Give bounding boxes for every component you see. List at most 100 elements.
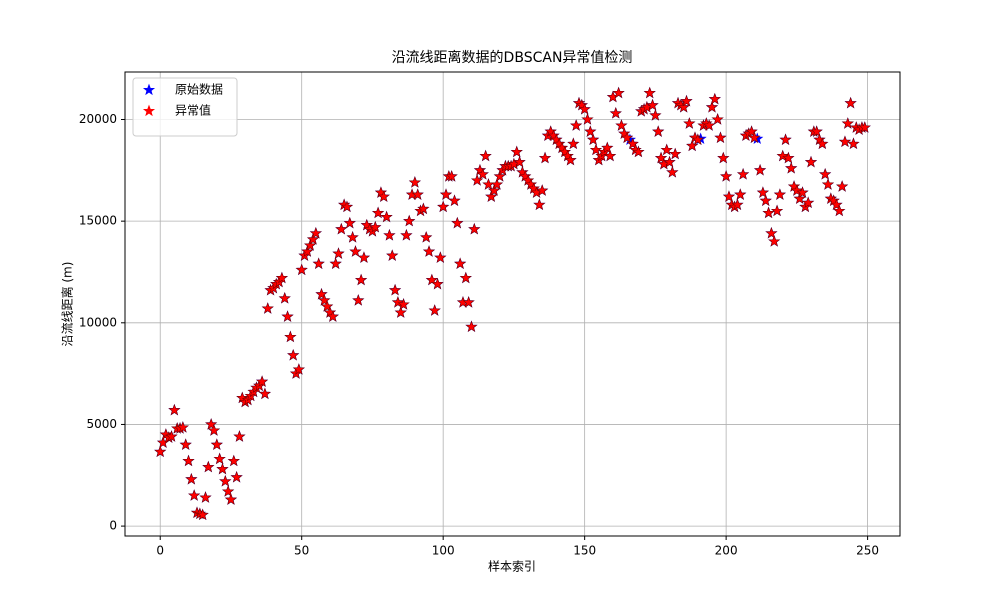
- point: [538, 151, 552, 164]
- point: [833, 204, 846, 217]
- point: [219, 475, 232, 487]
- point: [621, 131, 634, 143]
- legend-box: [132, 77, 238, 137]
- point: [459, 271, 472, 284]
- point: [165, 430, 178, 442]
- point: [230, 470, 243, 483]
- point: [626, 137, 639, 150]
- y-tick-label: 0: [109, 519, 117, 533]
- point: [216, 462, 229, 475]
- point: [720, 170, 733, 182]
- point: [346, 231, 359, 243]
- point: [748, 131, 761, 143]
- point: [765, 227, 778, 239]
- point: [205, 418, 218, 430]
- point: [510, 145, 523, 158]
- point: [185, 472, 198, 485]
- point: [284, 330, 297, 343]
- point: [844, 96, 857, 109]
- point: [802, 196, 815, 209]
- point: [261, 302, 274, 314]
- point: [465, 320, 478, 333]
- point: [485, 190, 498, 202]
- point: [816, 137, 829, 150]
- point: [451, 216, 464, 229]
- point: [188, 489, 201, 501]
- x-axis-label: 样本索引: [488, 559, 536, 574]
- point: [468, 222, 481, 235]
- point: [488, 184, 501, 196]
- point: [306, 233, 320, 245]
- point: [369, 220, 382, 233]
- point: [321, 300, 334, 312]
- x-tick-label: 200: [715, 544, 738, 558]
- point: [168, 403, 181, 416]
- point: [683, 117, 696, 129]
- point: [258, 387, 271, 400]
- point: [312, 257, 325, 269]
- point: [403, 214, 416, 227]
- point: [411, 188, 424, 200]
- point: [179, 438, 192, 450]
- point: [578, 102, 591, 115]
- point: [609, 107, 622, 119]
- point: [680, 94, 693, 107]
- point: [428, 304, 441, 316]
- point: [663, 155, 676, 168]
- point: [652, 125, 665, 137]
- point: [213, 452, 226, 465]
- chart-title: 沿流线距离数据的DBSCAN异常值检测: [392, 49, 633, 66]
- point: [686, 139, 699, 152]
- point: [278, 292, 291, 304]
- point: [841, 117, 854, 129]
- point: [708, 92, 721, 105]
- point: [714, 131, 727, 143]
- point: [564, 153, 577, 166]
- point: [400, 229, 413, 241]
- legend-label: 原始数据: [175, 82, 223, 97]
- point: [448, 194, 461, 206]
- series-1: [154, 86, 871, 521]
- point: [301, 245, 314, 257]
- point: [804, 155, 818, 168]
- point: [717, 151, 730, 164]
- point: [643, 86, 656, 99]
- x-tick-label: 250: [856, 544, 879, 558]
- point: [329, 257, 342, 269]
- point: [669, 147, 682, 160]
- point: [734, 188, 747, 200]
- point: [386, 249, 399, 261]
- point: [202, 460, 215, 473]
- point: [397, 298, 410, 310]
- point: [649, 109, 662, 121]
- point: [196, 508, 209, 521]
- point: [612, 86, 625, 99]
- point: [655, 151, 668, 164]
- y-tick-label: 10000: [79, 315, 117, 329]
- point: [771, 204, 784, 217]
- point: [762, 206, 775, 219]
- point: [790, 184, 803, 196]
- point: [768, 235, 781, 247]
- point: [335, 222, 348, 235]
- legend-label: 异常值: [175, 103, 211, 118]
- point: [389, 283, 402, 296]
- point: [776, 149, 789, 162]
- legend-marker: [142, 83, 156, 96]
- point: [462, 296, 475, 308]
- point: [819, 168, 832, 180]
- point: [383, 229, 396, 241]
- point: [222, 485, 235, 497]
- point: [287, 348, 300, 361]
- point: [377, 190, 390, 202]
- point: [570, 119, 583, 131]
- point: [437, 200, 450, 213]
- point: [394, 306, 407, 318]
- point: [431, 277, 444, 290]
- x-tick-label: 150: [573, 544, 596, 558]
- x-tick-label: 50: [294, 544, 309, 558]
- point: [691, 133, 704, 145]
- point: [391, 296, 404, 308]
- point: [745, 125, 758, 137]
